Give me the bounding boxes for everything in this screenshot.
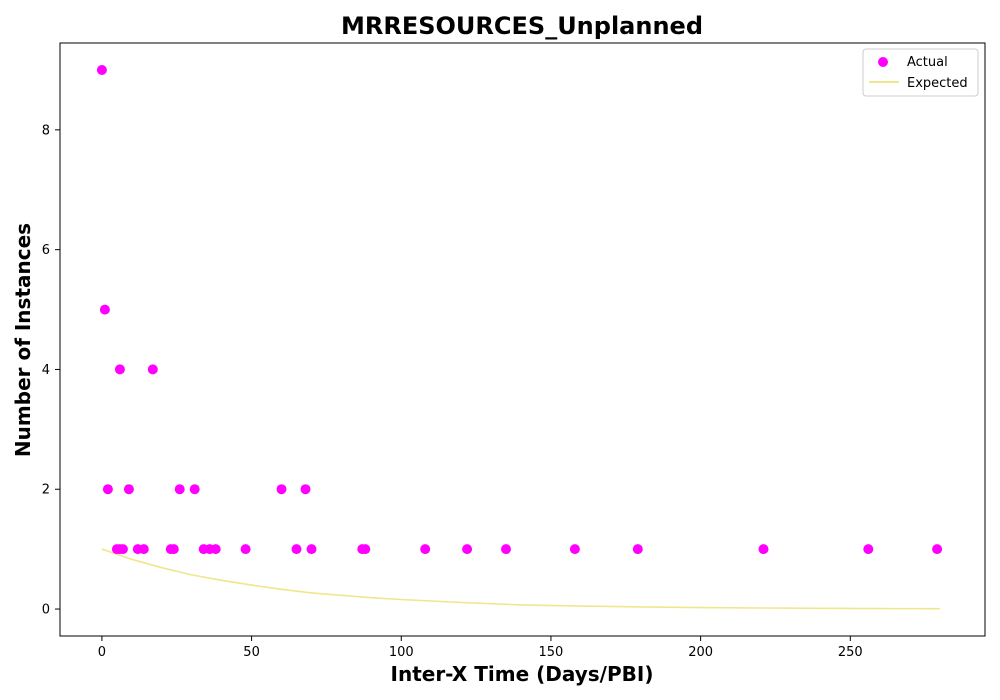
actual-point [277, 484, 287, 494]
actual-point [633, 544, 643, 554]
x-tick-label: 50 [243, 645, 260, 660]
actual-point [211, 544, 221, 554]
x-axis-label: Inter-X Time (Days/PBI) [391, 662, 654, 686]
legend: Actual Expected [863, 49, 978, 96]
actual-point [100, 305, 110, 315]
x-axis-ticks: 0 50 100 150 200 250 [98, 636, 863, 660]
y-tick-label: 6 [42, 243, 50, 258]
x-tick-label: 0 [98, 645, 106, 660]
series-layer [97, 65, 942, 609]
actual-point [97, 65, 107, 75]
y-axis-label: Number of Instances [11, 223, 35, 457]
actual-point [190, 484, 200, 494]
y-tick-label: 4 [42, 363, 50, 378]
actual-point [570, 544, 580, 554]
legend-marker-actual [878, 57, 888, 67]
actual-point [759, 544, 769, 554]
actual-point [292, 544, 302, 554]
actual-point [148, 364, 158, 374]
x-tick-label: 200 [688, 645, 713, 660]
actual-point [301, 484, 311, 494]
x-tick-label: 250 [838, 645, 863, 660]
y-tick-label: 0 [42, 603, 50, 618]
actual-point [932, 544, 942, 554]
actual-point [169, 544, 179, 554]
actual-point [462, 544, 472, 554]
legend-label-expected: Expected [907, 76, 968, 91]
actual-point [307, 544, 317, 554]
actual-point [241, 544, 251, 554]
actual-point [360, 544, 370, 554]
actual-point [420, 544, 430, 554]
actual-point [118, 544, 128, 554]
expected-line [102, 549, 940, 609]
actual-point [139, 544, 149, 554]
x-tick-label: 100 [389, 645, 414, 660]
actual-point [115, 364, 125, 374]
chart-title: MRRESOURCES_Unplanned [341, 12, 703, 40]
actual-point [863, 544, 873, 554]
actual-point [175, 484, 185, 494]
legend-label-actual: Actual [907, 55, 948, 70]
actual-point [103, 484, 113, 494]
x-tick-label: 150 [539, 645, 564, 660]
y-tick-label: 2 [42, 483, 50, 498]
y-tick-label: 8 [42, 123, 50, 138]
actual-point [124, 484, 134, 494]
y-axis-ticks: 0 2 4 6 8 [42, 123, 60, 617]
plot-frame [60, 43, 985, 636]
actual-point [501, 544, 511, 554]
